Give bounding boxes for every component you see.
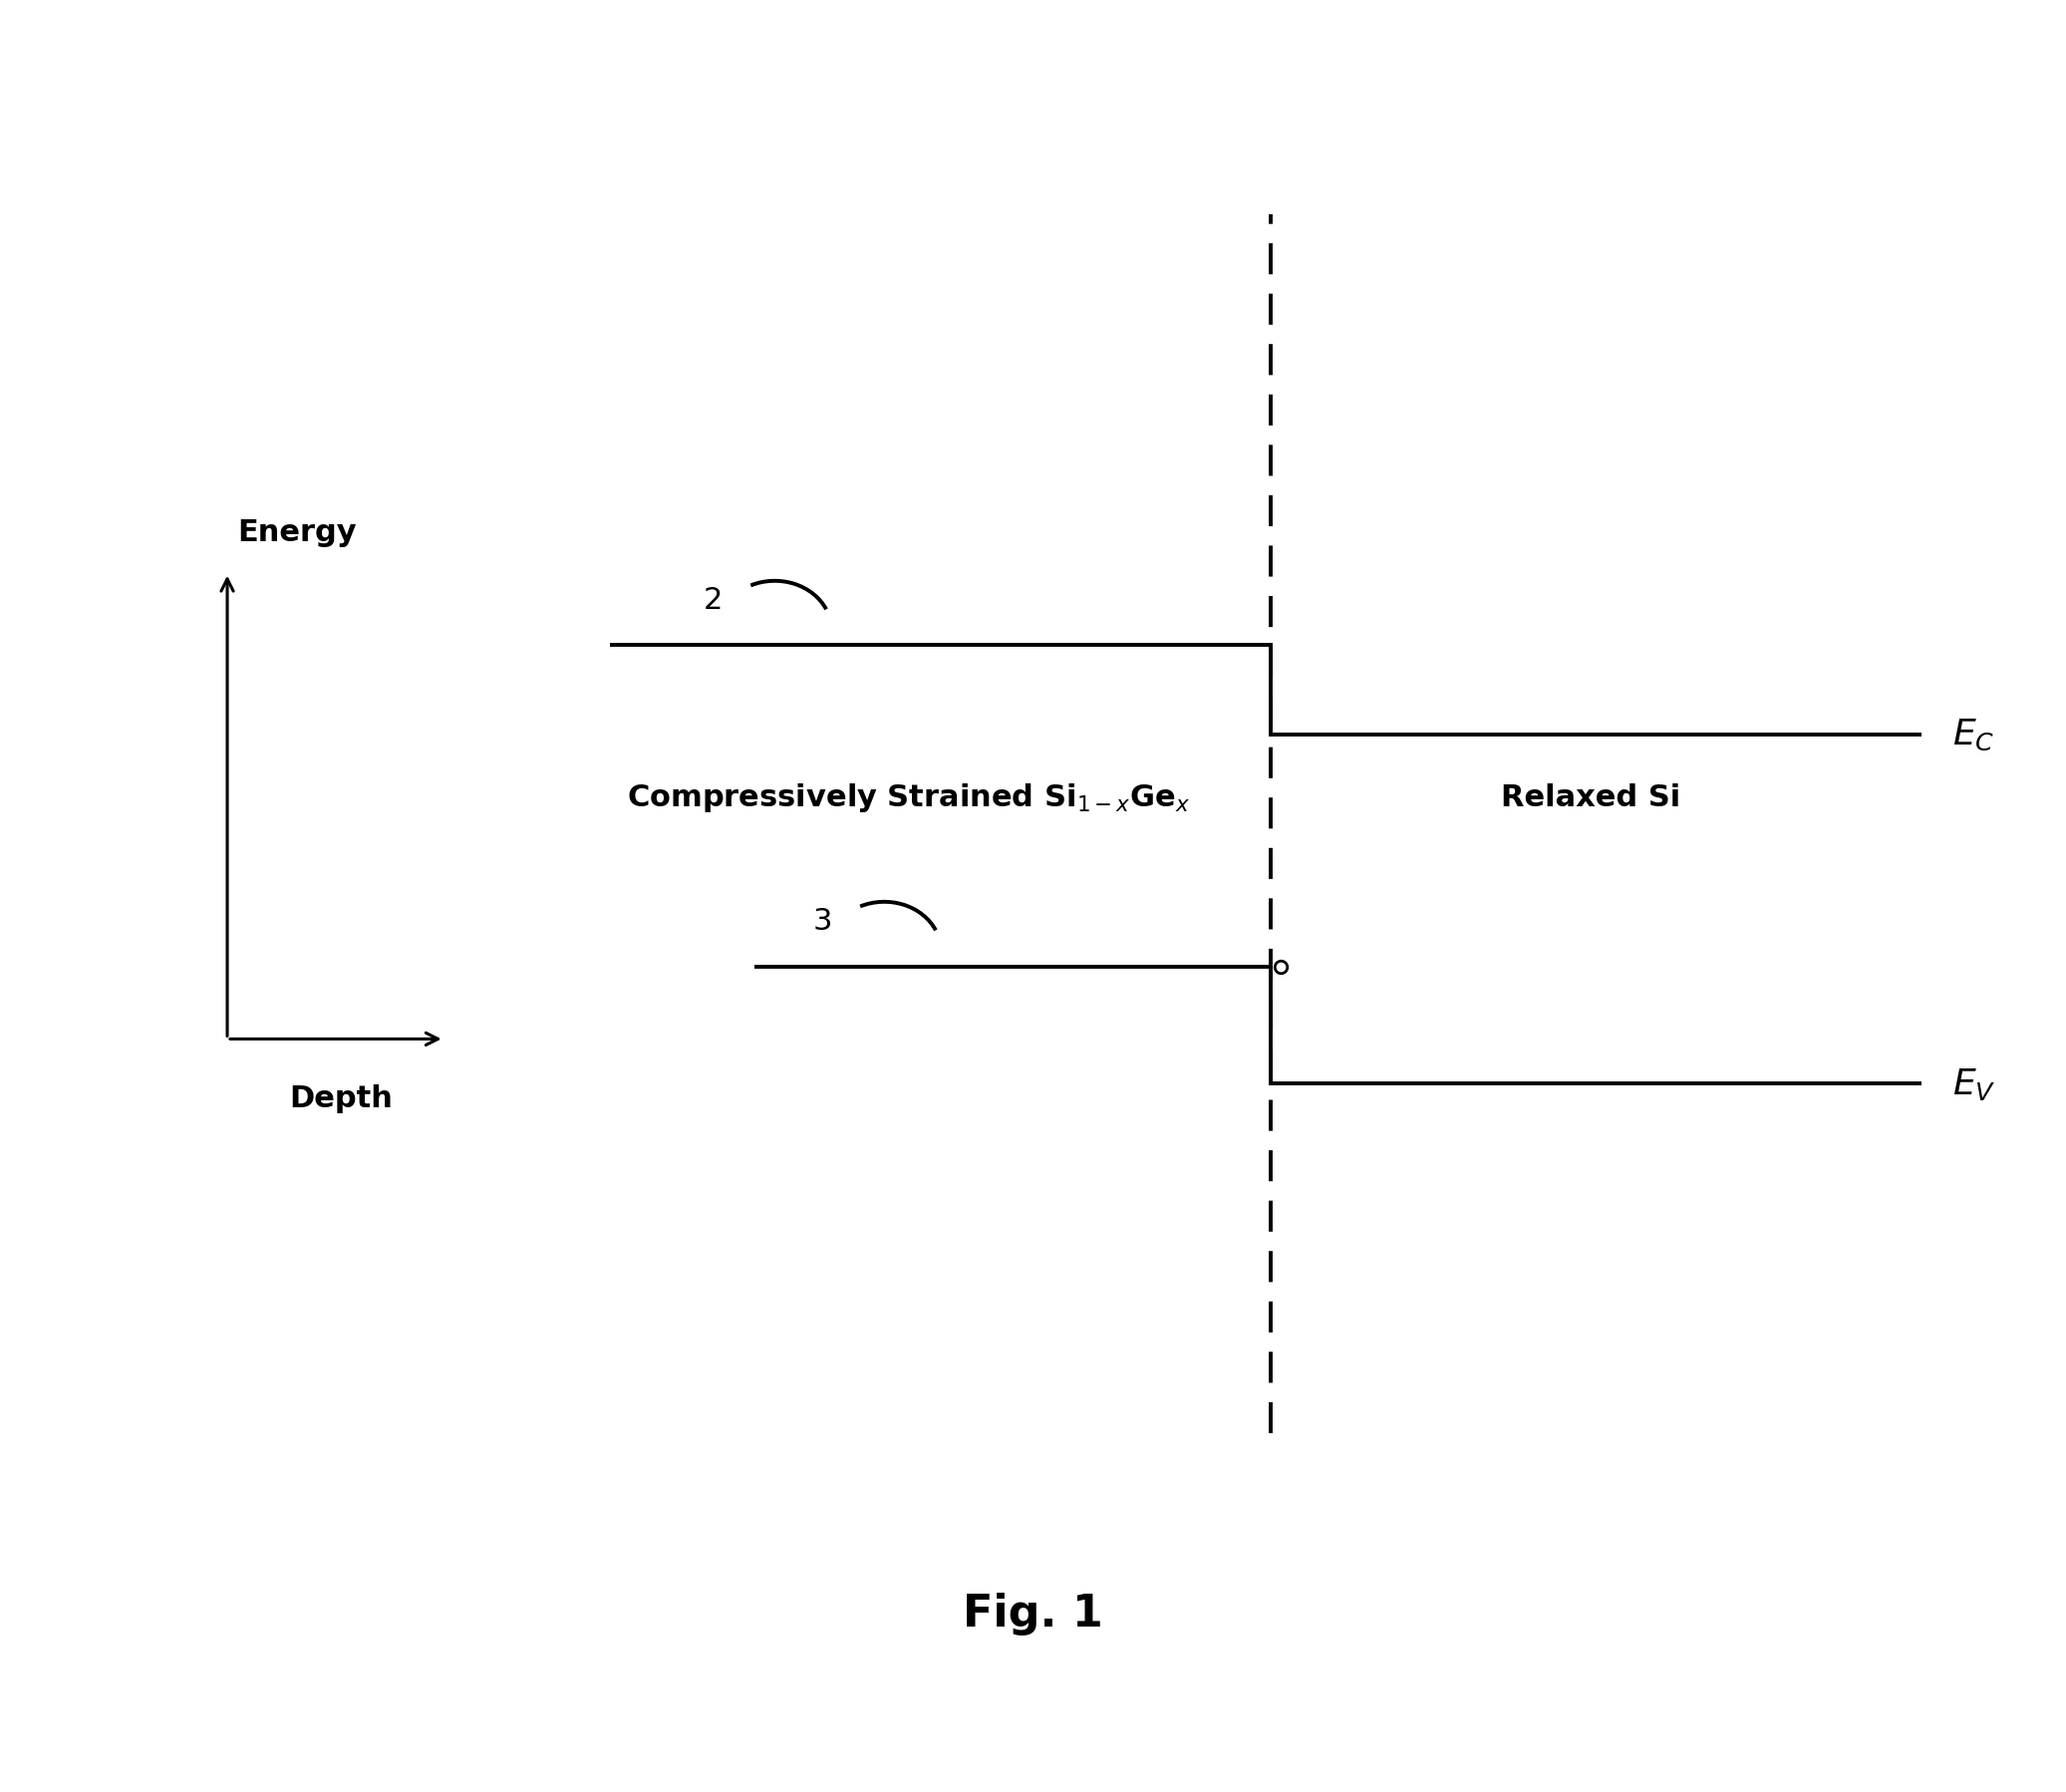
Text: Energy: Energy — [238, 518, 357, 547]
Text: Depth: Depth — [289, 1084, 393, 1113]
Text: 2: 2 — [702, 586, 723, 615]
Text: Fig. 1: Fig. 1 — [963, 1591, 1103, 1634]
Text: $E_V$: $E_V$ — [1952, 1066, 1996, 1102]
Text: 3: 3 — [812, 907, 833, 935]
Text: $E_C$: $E_C$ — [1952, 717, 1994, 753]
Text: Compressively Strained Si$_{1-x}$Ge$_x$: Compressively Strained Si$_{1-x}$Ge$_x$ — [628, 781, 1190, 814]
Text: Relaxed Si: Relaxed Si — [1502, 783, 1680, 812]
